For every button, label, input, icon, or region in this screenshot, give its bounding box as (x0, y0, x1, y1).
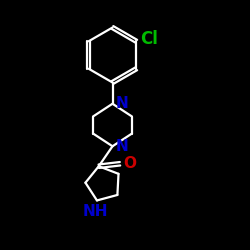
Text: Cl: Cl (140, 30, 158, 48)
Text: N: N (116, 96, 128, 111)
Text: N: N (116, 139, 128, 154)
Text: O: O (123, 156, 136, 171)
Text: NH: NH (83, 204, 108, 219)
